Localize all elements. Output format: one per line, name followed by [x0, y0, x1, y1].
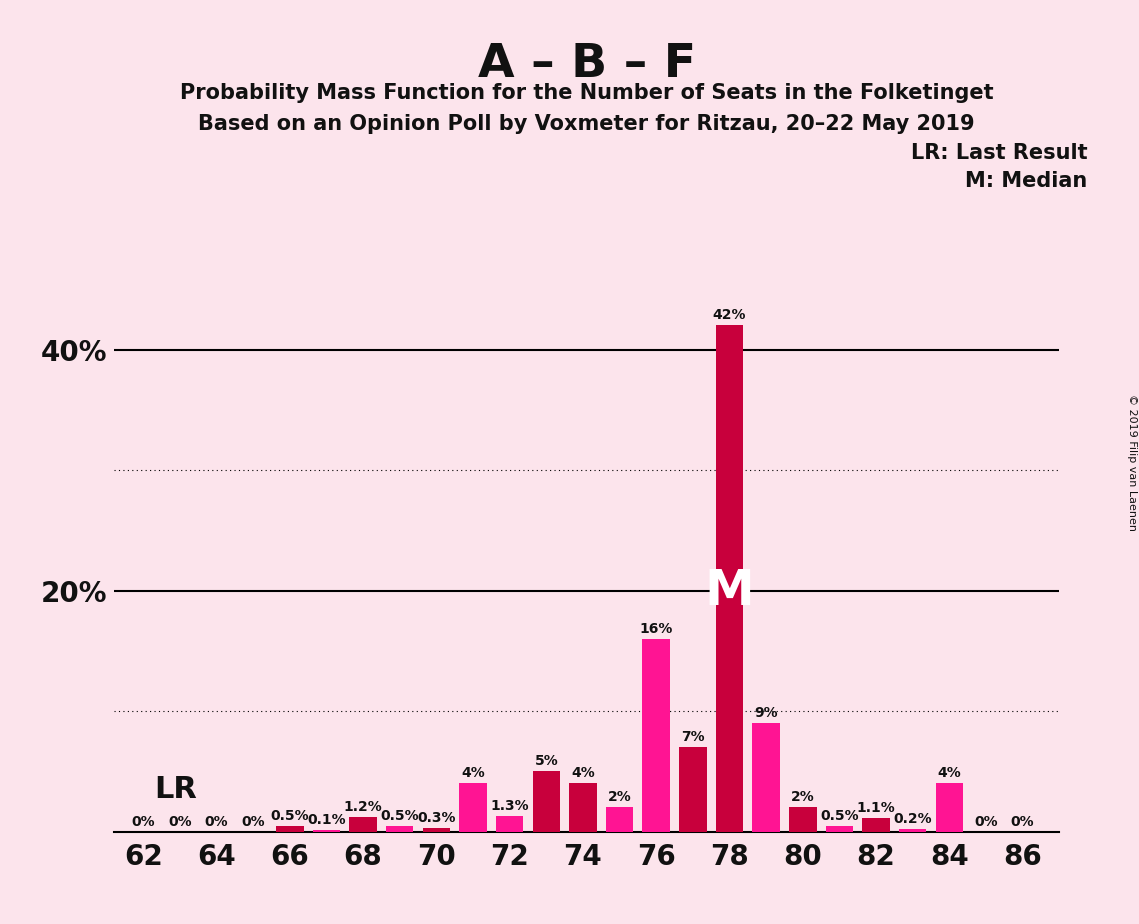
Text: 0.5%: 0.5%: [270, 808, 309, 822]
Text: 1.3%: 1.3%: [490, 799, 528, 813]
Bar: [276, 825, 303, 832]
Text: 4%: 4%: [571, 766, 595, 781]
Text: 9%: 9%: [754, 706, 778, 720]
Text: 1.2%: 1.2%: [344, 800, 383, 814]
Text: LR: Last Result: LR: Last Result: [911, 143, 1088, 164]
Bar: [826, 825, 853, 832]
Text: A – B – F: A – B – F: [477, 42, 696, 87]
Bar: [495, 816, 524, 832]
Bar: [423, 828, 450, 832]
Bar: [459, 784, 486, 832]
Bar: [862, 819, 890, 832]
Text: 0%: 0%: [974, 815, 998, 829]
Text: 0.2%: 0.2%: [893, 812, 932, 826]
Text: 0.5%: 0.5%: [380, 808, 419, 822]
Text: 2%: 2%: [790, 791, 814, 805]
Text: M: M: [705, 566, 754, 614]
Text: 42%: 42%: [713, 309, 746, 322]
Text: 7%: 7%: [681, 730, 705, 744]
Text: Probability Mass Function for the Number of Seats in the Folketinget: Probability Mass Function for the Number…: [180, 83, 993, 103]
Text: 0%: 0%: [169, 815, 191, 829]
Text: 0.1%: 0.1%: [308, 813, 346, 827]
Bar: [313, 831, 341, 832]
Bar: [899, 829, 926, 832]
Text: 1.1%: 1.1%: [857, 801, 895, 815]
Bar: [386, 825, 413, 832]
Text: © 2019 Filip van Laenen: © 2019 Filip van Laenen: [1126, 394, 1137, 530]
Bar: [935, 784, 964, 832]
Text: 4%: 4%: [461, 766, 485, 781]
Bar: [642, 638, 670, 832]
Text: 0.5%: 0.5%: [820, 808, 859, 822]
Bar: [715, 325, 744, 832]
Text: 16%: 16%: [639, 622, 673, 636]
Bar: [789, 808, 817, 832]
Text: Based on an Opinion Poll by Voxmeter for Ritzau, 20–22 May 2019: Based on an Opinion Poll by Voxmeter for…: [198, 114, 975, 134]
Text: 0%: 0%: [131, 815, 155, 829]
Text: 0%: 0%: [241, 815, 265, 829]
Bar: [679, 748, 706, 832]
Bar: [606, 808, 633, 832]
Bar: [350, 817, 377, 832]
Text: 4%: 4%: [937, 766, 961, 781]
Text: 0.3%: 0.3%: [417, 811, 456, 825]
Text: M: Median: M: Median: [966, 171, 1088, 191]
Text: LR: LR: [154, 775, 197, 804]
Bar: [753, 723, 780, 832]
Text: 0%: 0%: [1010, 815, 1034, 829]
Bar: [570, 784, 597, 832]
Bar: [533, 772, 560, 832]
Text: 2%: 2%: [608, 791, 631, 805]
Text: 0%: 0%: [205, 815, 228, 829]
Text: 5%: 5%: [534, 754, 558, 769]
